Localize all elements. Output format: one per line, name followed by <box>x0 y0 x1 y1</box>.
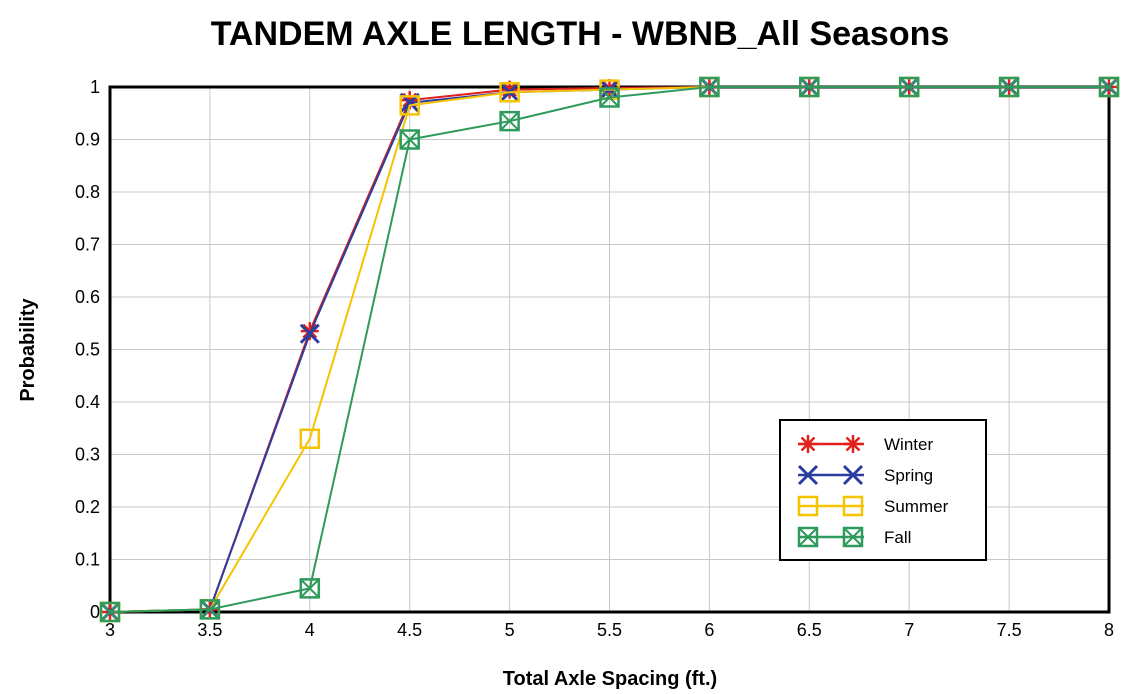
data-point-winter <box>300 322 319 341</box>
data-point-summer <box>299 428 321 449</box>
x-axis-title: Total Axle Spacing (ft.) <box>503 668 717 690</box>
legend-label-summer: Summer <box>884 497 949 516</box>
data-point-fall <box>699 76 720 98</box>
x-tick-label: 3 <box>105 620 115 640</box>
data-point-fall <box>898 76 920 98</box>
data-point-fall <box>499 110 520 132</box>
x-tick-label: 5 <box>505 620 515 640</box>
y-tick-label: 0.8 <box>75 182 100 202</box>
y-tick-label: 1 <box>90 77 100 97</box>
y-tick-label: 0.2 <box>75 497 100 517</box>
legend-item-spring: Spring <box>797 464 933 486</box>
y-tick-label: 0.1 <box>75 550 100 570</box>
data-point-fall <box>998 76 1020 98</box>
legend-item-winter: Winter <box>798 435 933 454</box>
data-point-summer <box>399 95 420 116</box>
legend-marker-fall <box>842 526 864 548</box>
legend-marker-summer <box>842 495 864 517</box>
y-tick-label: 0 <box>90 602 100 622</box>
data-point-fall <box>1098 76 1120 98</box>
series <box>99 76 1120 623</box>
legend-marker-winter <box>844 435 862 453</box>
y-tick-label: 0.4 <box>75 392 100 412</box>
data-point-fall <box>99 601 121 623</box>
x-tick-label: 8 <box>1104 620 1114 640</box>
series-fall <box>99 76 1120 623</box>
legend-item-summer: Summer <box>797 495 949 517</box>
y-tick-label: 0.6 <box>75 287 100 307</box>
legend-label-winter: Winter <box>884 435 933 454</box>
legend-marker-spring <box>842 464 864 486</box>
x-tick-label: 3.5 <box>197 620 222 640</box>
legend-item-fall: Fall <box>797 526 911 548</box>
data-point-fall <box>299 578 321 599</box>
y-tick-label: 0.9 <box>75 130 100 150</box>
chart-title: TANDEM AXLE LENGTH - WBNB_All Seasons <box>211 15 950 53</box>
data-point-spring <box>299 323 320 344</box>
legend-marker-summer <box>797 495 819 517</box>
legend-label-spring: Spring <box>884 466 933 485</box>
x-tick-label: 5.5 <box>597 620 622 640</box>
y-tick-label: 0.3 <box>75 445 100 465</box>
tick-labels: 3 3.5 4 4.5 5 5.5 6 6.5 7 7.5 8 0 0.1 0.2 0.3 0.4 0.5 0.6… <box>75 77 1114 640</box>
data-point-fall <box>599 87 620 108</box>
legend: Winter Spring Summer Fall <box>779 419 987 561</box>
x-tick-label: 4 <box>305 620 315 640</box>
legend-marker-winter <box>799 435 817 453</box>
x-tick-label: 4.5 <box>397 620 422 640</box>
data-point-fall <box>199 599 221 620</box>
data-point-fall <box>399 129 420 150</box>
x-tick-label: 6 <box>704 620 714 640</box>
legend-label-fall: Fall <box>884 528 911 547</box>
data-point-winter <box>500 80 519 99</box>
x-tick-label: 7 <box>904 620 914 640</box>
x-tick-label: 7.5 <box>997 620 1022 640</box>
y-axis-title: Probability <box>17 297 39 401</box>
data-point-fall <box>799 76 820 98</box>
data-point-summer <box>499 82 520 103</box>
legend-marker-spring <box>797 464 819 486</box>
legend-marker-fall <box>797 526 819 548</box>
x-tick-label: 6.5 <box>797 620 822 640</box>
y-tick-label: 0.5 <box>75 340 100 360</box>
y-tick-label: 0.7 <box>75 235 100 255</box>
